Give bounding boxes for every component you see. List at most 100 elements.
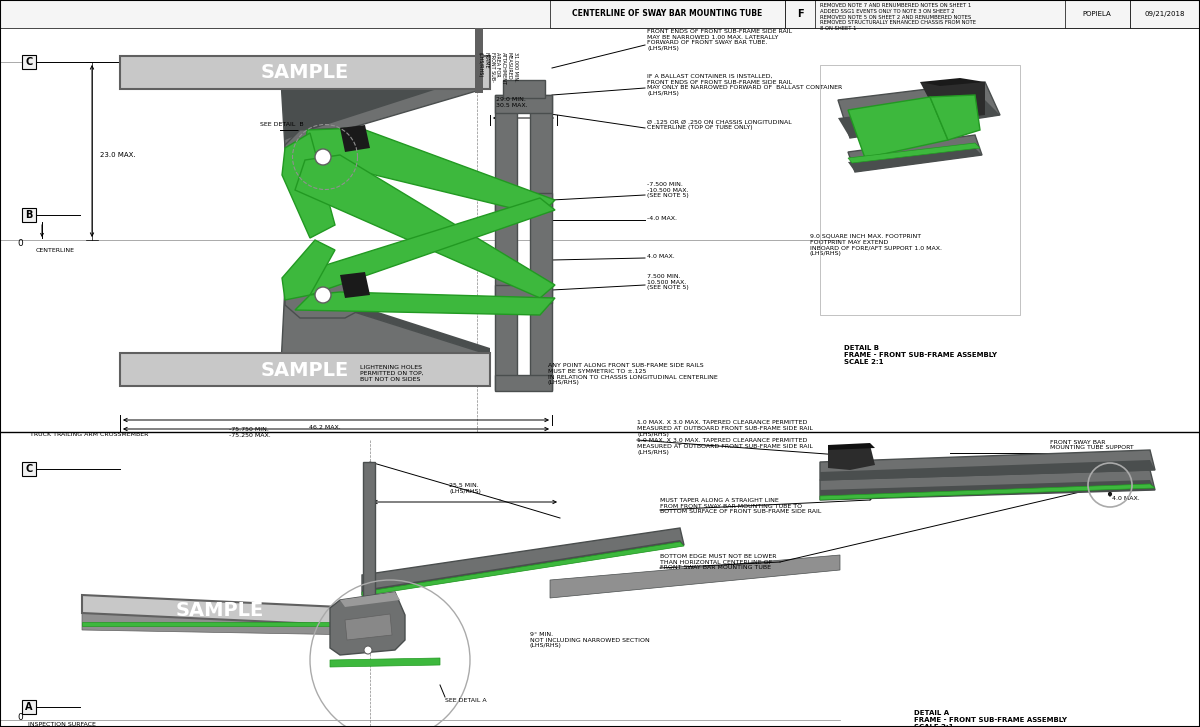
Polygon shape: [820, 484, 1154, 500]
Text: 25.5 MIN.
(LHS/RHS): 25.5 MIN. (LHS/RHS): [449, 483, 481, 494]
Text: IF A BALLAST CONTAINER IS INSTALLED,
FRONT ENDS OF FRONT SUB-FRAME SIDE RAIL
MAY: IF A BALLAST CONTAINER IS INSTALLED, FRO…: [647, 74, 842, 96]
Bar: [22, 208, 36, 222]
Polygon shape: [330, 592, 406, 655]
Text: 9° MIN.
NOT INCLUDING NARROWED SECTION
(LHS/RHS): 9° MIN. NOT INCLUDING NARROWED SECTION (…: [530, 632, 649, 648]
Bar: [364, 462, 374, 622]
Text: ANY POINT ALONG FRONT SUB-FRAME SIDE RAILS
MUST BE SYMMETRIC TO ±.125
IN RELATIO: ANY POINT ALONG FRONT SUB-FRAME SIDE RAI…: [548, 363, 718, 385]
Polygon shape: [120, 56, 490, 89]
Polygon shape: [282, 240, 335, 300]
Circle shape: [364, 646, 372, 654]
Polygon shape: [286, 285, 490, 355]
Text: CENTERLINE OF SWAY BAR MOUNTING TUBE: CENTERLINE OF SWAY BAR MOUNTING TUBE: [572, 9, 762, 18]
Polygon shape: [280, 63, 490, 148]
Text: Ø .125 OR Ø .250 ON CHASSIS LONGITUDINAL
CENTERLINE (TOP OF TUBE ONLY): Ø .125 OR Ø .250 ON CHASSIS LONGITUDINAL…: [647, 120, 792, 130]
Bar: [550, 0, 785, 28]
Bar: [496, 95, 517, 390]
Text: DETAIL A
FRAME - FRONT SUB-FRAME ASSEMBLY
SCALE 2:1: DETAIL A FRAME - FRONT SUB-FRAME ASSEMBL…: [913, 710, 1067, 727]
Polygon shape: [930, 95, 980, 140]
Circle shape: [314, 287, 331, 303]
Bar: [503, 80, 545, 98]
Polygon shape: [362, 540, 684, 595]
Text: 4.0 MAX.: 4.0 MAX.: [647, 254, 674, 259]
Text: INSPECTION SURFACE: INSPECTION SURFACE: [28, 721, 96, 726]
Text: SAMPLE: SAMPLE: [260, 361, 349, 379]
Text: REMOVED NOTE 7 AND RENUMBERED NOTES ON SHEET 1
ADDED SSG1 EVENTS ONLY TO NOTE 3 : REMOVED NOTE 7 AND RENUMBERED NOTES ON S…: [820, 3, 976, 31]
Polygon shape: [280, 63, 490, 140]
Text: MUST TAPER ALONG A STRAIGHT LINE
FROM FRONT SWAY BAR MOUNTING TUBE TO
BOTTOM SUR: MUST TAPER ALONG A STRAIGHT LINE FROM FR…: [660, 498, 821, 514]
Polygon shape: [920, 78, 985, 86]
Text: 7.500 MIN.
10.500 MAX.
(SEE NOTE 5): 7.500 MIN. 10.500 MAX. (SEE NOTE 5): [647, 273, 689, 290]
Text: 0: 0: [17, 712, 23, 721]
Polygon shape: [820, 480, 1154, 500]
Polygon shape: [82, 622, 362, 626]
Bar: [496, 375, 552, 391]
Circle shape: [314, 149, 331, 165]
Text: 1.0 MAX. X 3.0 MAX. TAPERED CLEARANCE PERMITTED
MEASURED AT OUTBOARD FRONT SUB-F: 1.0 MAX. X 3.0 MAX. TAPERED CLEARANCE PE…: [637, 438, 812, 454]
Text: TRUCK TRAILING ARM CROSSMEMBER: TRUCK TRAILING ARM CROSSMEMBER: [30, 432, 149, 436]
Text: SAMPLE: SAMPLE: [176, 601, 264, 619]
Text: A: A: [25, 702, 32, 712]
Polygon shape: [920, 82, 985, 120]
Polygon shape: [362, 528, 684, 595]
Text: LIGHTENING HOLES
PERMITTED ON TOP,
BUT NOT ON SIDES: LIGHTENING HOLES PERMITTED ON TOP, BUT N…: [360, 365, 424, 382]
Bar: [785, 0, 815, 28]
Bar: [496, 95, 552, 113]
Bar: [475, 28, 482, 93]
Text: F: F: [797, 9, 803, 19]
Text: CENTERLINE: CENTERLINE: [36, 247, 74, 252]
Polygon shape: [848, 148, 982, 172]
Bar: [496, 193, 552, 211]
Text: SEE DETAIL  B: SEE DETAIL B: [260, 123, 304, 127]
Polygon shape: [820, 470, 1154, 500]
Polygon shape: [838, 82, 1000, 138]
Text: SEE DETAIL A: SEE DETAIL A: [445, 697, 487, 702]
Text: -4.0 MAX.: -4.0 MAX.: [647, 215, 677, 220]
Polygon shape: [120, 353, 490, 386]
Polygon shape: [820, 450, 1154, 480]
Text: 29.0 MIN.
30.5 MAX.: 29.0 MIN. 30.5 MAX.: [496, 97, 528, 108]
Bar: [22, 700, 36, 714]
Polygon shape: [286, 270, 360, 318]
Polygon shape: [838, 100, 1000, 138]
Bar: [1130, 0, 1200, 28]
Text: 1.0 MAX. X 3.0 MAX. TAPERED CLEARANCE PERMITTED
MEASURED AT OUTBOARD FRONT SUB-F: 1.0 MAX. X 3.0 MAX. TAPERED CLEARANCE PE…: [637, 420, 812, 437]
Bar: [22, 55, 36, 69]
Text: 0: 0: [17, 238, 23, 247]
Polygon shape: [330, 658, 440, 667]
Text: 4.0 MAX.: 4.0 MAX.: [1112, 496, 1140, 500]
Polygon shape: [82, 613, 362, 635]
Text: BOTTOM EDGE MUST NOT BE LOWER
THAN HORIZONTAL CENTERLINE OF
FRONT SWAY BAR MOUNT: BOTTOM EDGE MUST NOT BE LOWER THAN HORIZ…: [660, 554, 776, 570]
Polygon shape: [295, 155, 554, 298]
Bar: [1066, 0, 1130, 28]
Polygon shape: [848, 135, 982, 172]
Text: B: B: [25, 210, 32, 220]
Text: SAMPLE: SAMPLE: [260, 63, 349, 81]
Polygon shape: [340, 272, 370, 298]
Bar: [820, 65, 1020, 315]
Polygon shape: [82, 595, 362, 626]
Polygon shape: [346, 614, 392, 640]
Text: 9.0 SQUARE INCH MAX. FOOTPRINT
FOOTPRINT MAY EXTEND
INBOARD OF FORE/AFT SUPPORT : 9.0 SQUARE INCH MAX. FOOTPRINT FOOTPRINT…: [810, 234, 942, 256]
Text: C: C: [25, 464, 32, 474]
Polygon shape: [362, 542, 684, 596]
Polygon shape: [828, 443, 875, 450]
Polygon shape: [828, 445, 875, 470]
Text: 23.0 MAX.: 23.0 MAX.: [100, 152, 136, 158]
Text: FRONT SWAY BAR
MOUNTING TUBE SUPPORT: FRONT SWAY BAR MOUNTING TUBE SUPPORT: [1050, 440, 1134, 451]
Bar: [785, 0, 1200, 28]
Text: DETAIL B
FRAME - FRONT SUB-FRAME ASSEMBLY
SCALE 2:1: DETAIL B FRAME - FRONT SUB-FRAME ASSEMBL…: [844, 345, 996, 365]
Text: POPIELA: POPIELA: [1082, 11, 1111, 17]
Bar: [530, 95, 552, 390]
Text: -7.500 MIN.
-10.500 MAX.
(SEE NOTE 5): -7.500 MIN. -10.500 MAX. (SEE NOTE 5): [647, 182, 689, 198]
Bar: [0, 0, 1200, 28]
Polygon shape: [305, 128, 554, 215]
Polygon shape: [286, 128, 360, 185]
Polygon shape: [280, 285, 490, 385]
Bar: [496, 285, 552, 303]
Text: 09/21/2018: 09/21/2018: [1145, 11, 1186, 17]
Polygon shape: [550, 555, 840, 598]
Text: -75.750 MIN.
-75.250 MAX.: -75.750 MIN. -75.250 MAX.: [229, 427, 271, 438]
Polygon shape: [282, 133, 335, 238]
Polygon shape: [848, 143, 980, 163]
Polygon shape: [340, 125, 370, 152]
